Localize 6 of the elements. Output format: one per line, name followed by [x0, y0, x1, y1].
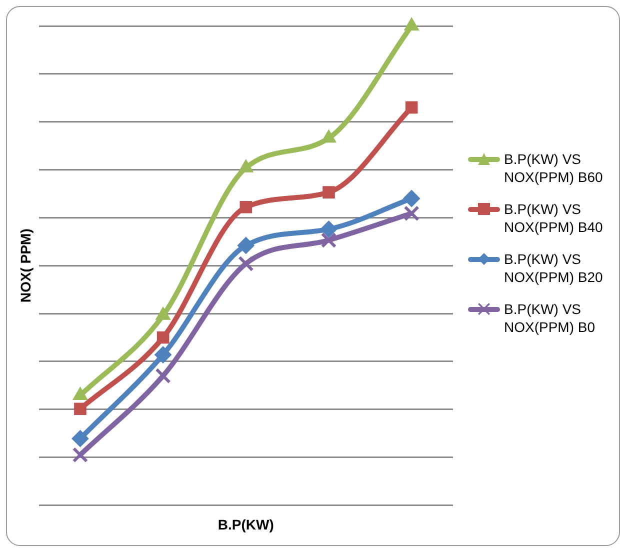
x-axis-title: B.P(KW) — [218, 516, 274, 532]
legend-label: B.P(KW) VS NOX(PPM) B60 — [504, 150, 604, 186]
legend-label: B.P(KW) VS NOX(PPM) B0 — [504, 300, 596, 336]
y-axis-title: NOX( PPM) — [17, 228, 34, 303]
legend-label: B.P(KW) VS NOX(PPM) B40 — [504, 200, 604, 236]
legend-label: B.P(KW) VS NOX(PPM) B20 — [504, 250, 604, 286]
